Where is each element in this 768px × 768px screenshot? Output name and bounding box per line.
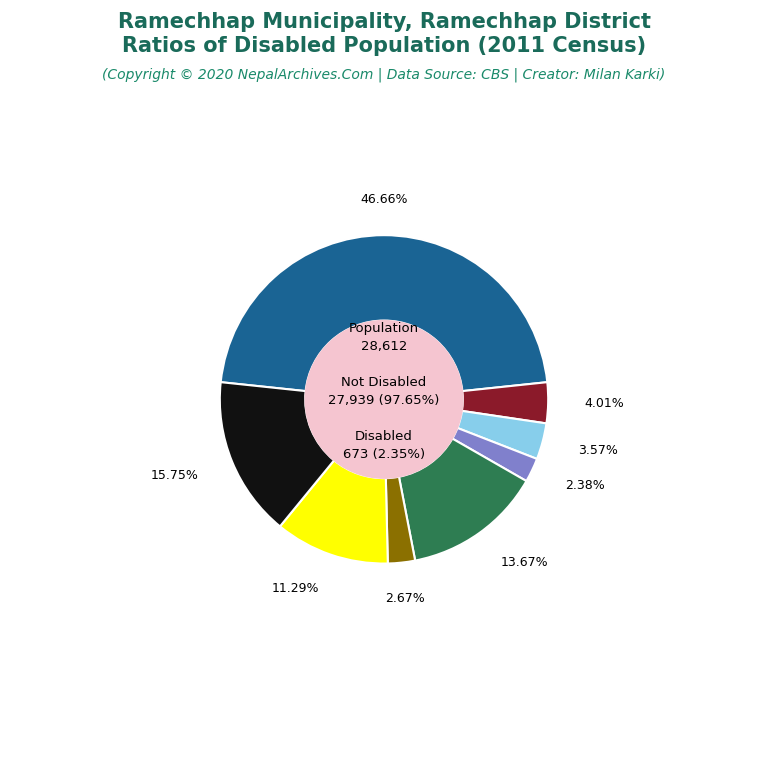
Text: 2.67%: 2.67%: [386, 592, 425, 605]
Wedge shape: [220, 382, 334, 526]
Text: 3.57%: 3.57%: [578, 444, 617, 457]
Text: 11.29%: 11.29%: [271, 582, 319, 595]
Wedge shape: [280, 460, 388, 564]
Text: Ramechhap Municipality, Ramechhap District
Ratios of Disabled Population (2011 C: Ramechhap Municipality, Ramechhap Distri…: [118, 12, 650, 56]
Text: 46.66%: 46.66%: [360, 193, 408, 206]
Text: 13.67%: 13.67%: [501, 556, 548, 569]
Text: 4.01%: 4.01%: [584, 397, 624, 410]
Wedge shape: [399, 439, 526, 561]
Wedge shape: [452, 428, 537, 481]
Text: Population
28,612

Not Disabled
27,939 (97.65%)

Disabled
673 (2.35%): Population 28,612 Not Disabled 27,939 (9…: [328, 322, 440, 461]
Wedge shape: [386, 477, 415, 564]
Wedge shape: [462, 382, 548, 423]
Wedge shape: [458, 411, 546, 459]
Wedge shape: [220, 235, 548, 391]
Text: 15.75%: 15.75%: [151, 469, 199, 482]
Text: 2.38%: 2.38%: [564, 479, 604, 492]
Text: (Copyright © 2020 NepalArchives.Com | Data Source: CBS | Creator: Milan Karki): (Copyright © 2020 NepalArchives.Com | Da…: [102, 68, 666, 82]
Circle shape: [305, 320, 463, 478]
